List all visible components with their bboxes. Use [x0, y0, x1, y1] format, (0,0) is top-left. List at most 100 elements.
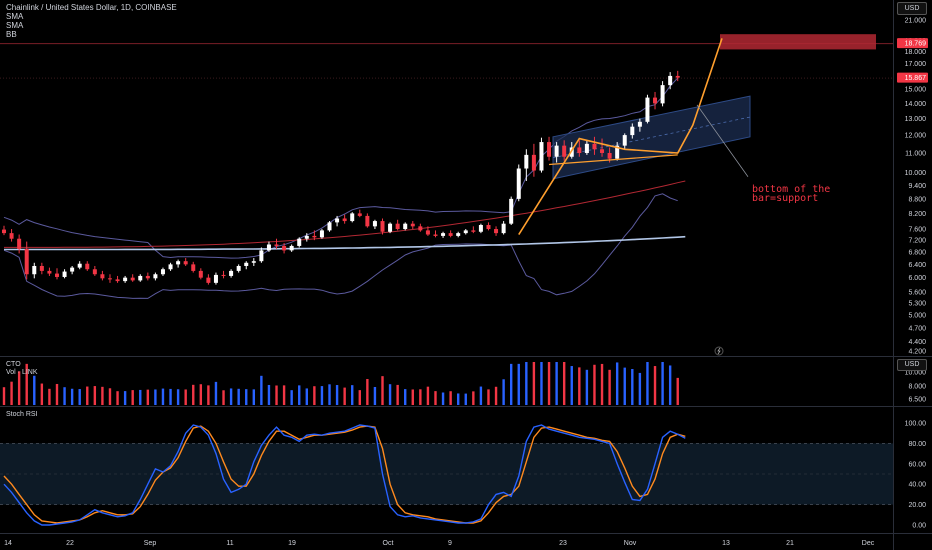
candle-body — [130, 277, 135, 281]
candle-body — [456, 233, 461, 236]
volume-bar — [199, 384, 203, 405]
candle-body — [319, 230, 324, 238]
volume-pane — [2, 362, 679, 405]
volume-bar — [229, 388, 233, 405]
candle-body — [39, 265, 44, 271]
volume-bar — [207, 385, 210, 405]
candlesticks — [2, 70, 680, 285]
volume-bar — [40, 383, 44, 405]
stoch-axis[interactable]: 100.00 80.00 60.00 40.00 20.00 0.00 — [905, 421, 927, 530]
volume-bar — [192, 384, 195, 405]
candle-body — [675, 75, 680, 78]
candle-body — [403, 223, 408, 230]
candle-body — [554, 145, 559, 157]
stoch-tick-label: 20.00 — [908, 502, 926, 509]
bolt-icon[interactable] — [714, 346, 724, 356]
volume-bar — [555, 362, 558, 405]
price-label-1: 15.867 — [905, 75, 927, 82]
price-tick-label: 9.400 — [908, 183, 926, 190]
volume-bar — [161, 388, 165, 405]
candle-body — [274, 244, 279, 246]
volume-bar — [615, 362, 619, 405]
volume-bar — [638, 372, 642, 405]
rising-channel — [552, 95, 751, 180]
volume-bar — [547, 362, 551, 405]
candle-body — [191, 264, 196, 271]
volume-tick-label: 10.000 — [905, 370, 927, 377]
volume-bar — [275, 385, 278, 405]
volume-bar — [328, 384, 331, 405]
volume-bar — [335, 385, 339, 405]
candle-body — [62, 271, 67, 277]
candle-body — [176, 261, 181, 265]
volume-bar — [472, 391, 475, 405]
orange-base-line — [548, 154, 678, 166]
symbol-title[interactable]: Chainlink / United States Dollar, 1D, CO… — [6, 3, 177, 12]
price-tick-label: 5.600 — [908, 289, 926, 296]
indicator-sma-1[interactable]: SMA — [6, 12, 24, 21]
volume-bar — [169, 388, 172, 405]
candle-body — [600, 149, 605, 153]
candle-body — [501, 223, 506, 234]
volume-bar — [631, 369, 634, 405]
price-tick-label: 5.300 — [908, 301, 926, 308]
candle-body — [251, 261, 256, 263]
price-tick-label: 7.200 — [908, 238, 926, 245]
time-axis[interactable]: 14 22 Sep 11 19 Oct 9 23 Nov 13 21 Dec — [4, 540, 875, 547]
volume-bar — [668, 365, 672, 405]
orange-trend-path — [518, 38, 723, 235]
candle-body — [509, 198, 514, 224]
candle-body — [47, 270, 52, 274]
price-axis[interactable]: 21.00019.00018.00017.00015.00014.00013.0… — [897, 18, 928, 356]
volume-bar — [108, 388, 112, 405]
candle-body — [425, 230, 430, 235]
candle-body — [637, 121, 642, 127]
candle-body — [350, 213, 355, 222]
price-tick-label: 8.800 — [908, 196, 926, 203]
volume-bar — [494, 386, 498, 405]
volume-bar — [139, 389, 142, 405]
indicator-sma-2[interactable]: SMA — [6, 21, 24, 30]
candle-body — [592, 143, 597, 150]
bolt-icon-glyph — [717, 347, 721, 355]
volume-bar — [404, 389, 407, 405]
volume-title-1: CTO — [6, 361, 21, 368]
time-tick-label: 22 — [66, 540, 74, 547]
volume-bar — [479, 386, 483, 405]
sma-slow — [4, 235, 686, 251]
candle-body — [244, 262, 249, 266]
indicator-bb[interactable]: BB — [6, 30, 17, 39]
volume-bar — [131, 390, 134, 405]
candle-body — [448, 233, 453, 236]
volume-bar — [305, 388, 308, 405]
volume-title-2: Vol · LINK — [6, 369, 38, 376]
price-tick-label: 6.800 — [908, 249, 926, 256]
volume-bar — [358, 390, 361, 405]
candle-body — [569, 147, 574, 157]
stoch-tick-label: 100.00 — [905, 421, 927, 428]
moving-averages — [4, 180, 686, 251]
candle-body — [70, 267, 75, 272]
price-tick-label: 8.200 — [908, 211, 926, 218]
price-label-box — [897, 72, 928, 83]
volume-bar — [562, 362, 566, 405]
price-tick-label: 21.000 — [905, 18, 927, 25]
annotation-line-1: bottom of the — [752, 184, 830, 195]
volume-bar — [593, 364, 596, 405]
candle-body — [395, 223, 400, 230]
volume-bar — [623, 367, 626, 405]
candle-body — [297, 238, 302, 246]
time-tick-label: 11 — [226, 540, 233, 547]
volume-axis[interactable]: 10.000 8.000 6.500 — [905, 370, 927, 404]
price-label-0: 18.769 — [905, 41, 927, 48]
currency-button[interactable]: USD — [897, 2, 927, 15]
volume-currency-button[interactable]: USD — [897, 359, 927, 371]
channel-area — [552, 95, 751, 180]
time-tick-label: 9 — [448, 540, 452, 547]
candle-body — [282, 245, 287, 251]
candle-body — [304, 235, 309, 239]
stoch-tick-label: 60.00 — [908, 461, 926, 468]
candle-body — [24, 248, 29, 275]
candle-body — [153, 274, 158, 279]
